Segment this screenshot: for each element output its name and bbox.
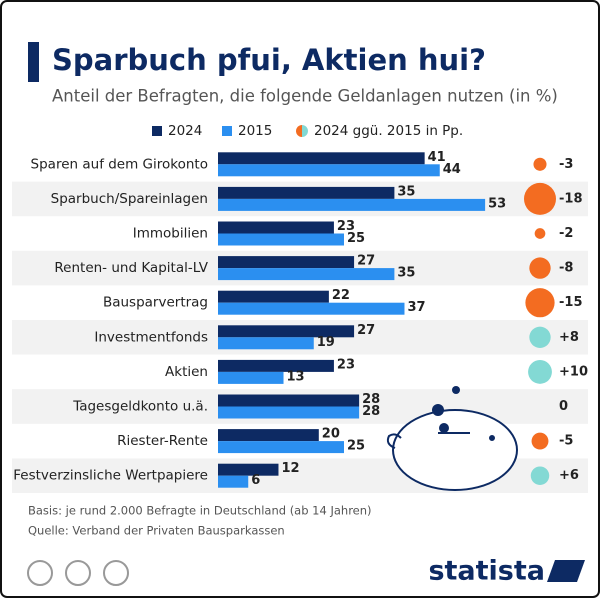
bar <box>218 268 394 280</box>
bar <box>218 441 344 453</box>
legend-swatch <box>222 126 232 136</box>
value-label: 19 <box>317 335 335 350</box>
legend-swatch <box>152 126 162 136</box>
bar <box>218 222 334 234</box>
bar <box>218 256 354 268</box>
value-label: 27 <box>357 254 375 269</box>
change-label: -18 <box>559 191 583 206</box>
value-label: 28 <box>362 404 380 419</box>
value-label: 25 <box>347 439 365 454</box>
bar <box>218 187 394 199</box>
category-label: Bausparvertrag <box>103 295 208 311</box>
chart: Sparbuch pfui, Aktien hui? Anteil der Be… <box>0 0 600 598</box>
change-label: +10 <box>559 364 588 379</box>
value-label: 13 <box>287 369 305 384</box>
category-label: Tagesgeldkonto u.ä. <box>72 399 208 415</box>
value-label: 27 <box>357 323 375 338</box>
change-bubble <box>529 257 550 278</box>
bar <box>218 429 319 441</box>
change-label: +8 <box>559 330 579 345</box>
value-label: 22 <box>332 288 350 303</box>
note: Quelle: Verband der Privaten Bausparkass… <box>28 524 285 538</box>
change-label: 0 <box>559 399 568 414</box>
change-label: -3 <box>559 157 573 172</box>
change-bubble <box>533 158 546 171</box>
bar <box>218 464 278 476</box>
category-label: Aktien <box>165 364 208 380</box>
bar <box>218 303 404 315</box>
brand: statista <box>428 556 545 587</box>
change-bubble <box>528 360 552 384</box>
category-label: Riester-Rente <box>117 433 208 449</box>
bar <box>218 407 359 419</box>
value-label: 37 <box>407 300 425 315</box>
change-label: -15 <box>559 295 583 310</box>
change-label: -5 <box>559 434 573 449</box>
category-label: Sparbuch/Spareinlagen <box>51 191 208 207</box>
value-label: 35 <box>397 184 415 199</box>
legend-label: 2024 <box>168 123 202 139</box>
change-bubble <box>532 433 549 450</box>
category-label: Renten- und Kapital-LV <box>54 260 208 276</box>
bar <box>218 164 440 176</box>
bar <box>218 360 334 372</box>
bar <box>218 152 425 164</box>
value-label: 25 <box>347 231 365 246</box>
chart-title: Sparbuch pfui, Aktien hui? <box>52 43 486 77</box>
change-label: +6 <box>559 468 579 483</box>
value-label: 44 <box>443 162 461 177</box>
bar <box>218 476 248 488</box>
bar <box>218 291 329 303</box>
category-label: Sparen auf dem Girokonto <box>31 156 208 172</box>
change-label: -8 <box>559 261 573 276</box>
change-label: -2 <box>559 226 573 241</box>
value-label: 6 <box>251 473 260 488</box>
value-label: 35 <box>397 266 415 281</box>
bar <box>218 234 344 246</box>
change-bubble <box>525 288 554 317</box>
value-label: 20 <box>322 427 340 442</box>
bar <box>218 337 314 349</box>
bar <box>218 372 284 384</box>
chart-subtitle: Anteil der Befragten, die folgende Gelda… <box>52 87 558 106</box>
legend-label: 2015 <box>238 123 272 139</box>
title-accent <box>28 42 39 82</box>
change-bubble <box>531 466 549 484</box>
change-bubble <box>535 228 546 239</box>
change-bubble <box>524 183 556 215</box>
change-bubble <box>529 327 550 348</box>
category-label: Festverzinsliche Wertpapiere <box>13 468 208 484</box>
value-label: 23 <box>337 357 355 372</box>
bar <box>218 199 485 211</box>
note: Basis: je rund 2.000 Befragte in Deutsch… <box>28 504 372 518</box>
value-label: 12 <box>281 461 299 476</box>
bar <box>218 395 359 407</box>
category-label: Investmentfonds <box>94 329 208 345</box>
value-label: 53 <box>488 196 506 211</box>
category-label: Immobilien <box>133 226 208 242</box>
legend-label: 2024 ggü. 2015 in Pp. <box>314 123 463 139</box>
